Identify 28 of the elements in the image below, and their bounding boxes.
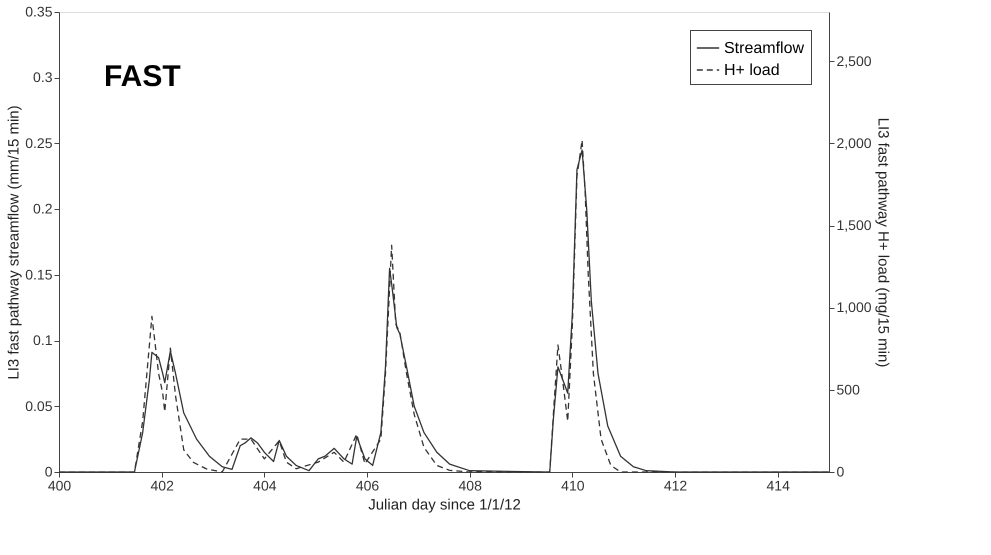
y-tick-label: 0.1 [33, 332, 53, 348]
y2-tick-label: 1,000 [836, 299, 872, 316]
x-tick-label: 408 [458, 478, 482, 494]
x-tick-label: 400 [48, 478, 72, 494]
y-tick-label: 0.05 [25, 398, 53, 414]
x-tick-label: 406 [356, 478, 380, 494]
y2-tick-label: 1,500 [836, 217, 872, 234]
x-tick-label: 414 [766, 478, 790, 494]
y2-tick-label: 2,000 [836, 134, 872, 151]
x-tick-label: 410 [561, 478, 585, 494]
x-tick-label: 402 [150, 478, 174, 494]
y-axis-title: LI3 fast pathway streamflow (mm/15 min) [5, 105, 22, 380]
annotation: FAST [104, 60, 181, 93]
y-tick-label: 0 [44, 464, 53, 480]
legend-label: Streamflow [724, 40, 804, 57]
legend-label: H+ load [724, 62, 780, 79]
y-tick-label: 0.25 [25, 134, 53, 151]
y-tick-label: 0.35 [25, 4, 53, 20]
y2-tick-label: 2,500 [836, 52, 872, 69]
y2-tick-label: 0 [836, 464, 844, 480]
y2-axis-title: LI3 fast pathway H+ load (mg/15 min) [874, 118, 892, 368]
y2-tick-label: 500 [836, 381, 860, 398]
x-tick-label: 412 [664, 478, 688, 494]
y-tick-label: 0.3 [33, 69, 53, 86]
y-tick-label: 0.15 [25, 266, 53, 282]
x-axis-title: Julian day since 1/1/12 [368, 496, 521, 514]
y-tick-label: 0.2 [33, 200, 53, 217]
x-tick-label: 404 [253, 478, 277, 494]
